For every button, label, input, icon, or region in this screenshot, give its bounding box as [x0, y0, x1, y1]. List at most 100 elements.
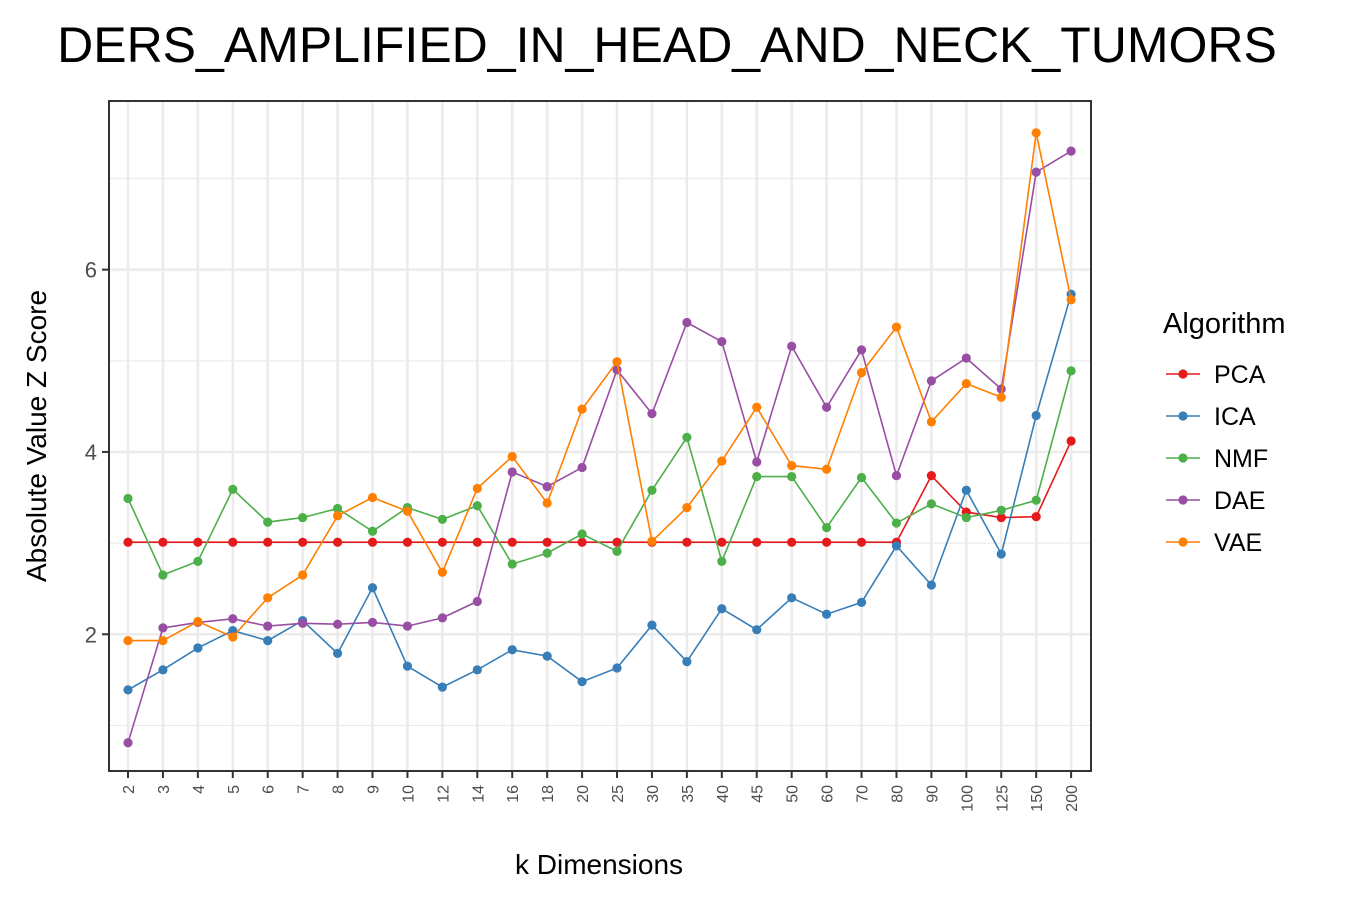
- data-point-dae: [402, 621, 413, 631]
- legend-label-ica: ICA: [1214, 403, 1256, 431]
- data-point-ica: [123, 685, 133, 695]
- data-point-dae: [263, 621, 273, 631]
- data-point-dae: [228, 614, 238, 624]
- data-point-pca: [1066, 436, 1076, 446]
- data-point-dae: [298, 618, 308, 628]
- x-axis-title: k Dimensions: [515, 849, 683, 880]
- data-point-nmf: [926, 499, 936, 509]
- legend-key-point: [1178, 537, 1188, 547]
- data-point-ica: [437, 682, 447, 692]
- data-point-pca: [437, 537, 447, 547]
- data-point-dae: [507, 467, 517, 477]
- data-point-nmf: [367, 526, 378, 536]
- data-point-pca: [1031, 512, 1041, 522]
- x-tick-label: 100: [959, 785, 976, 812]
- data-point-pca: [472, 537, 482, 547]
- x-tick-label: 6: [261, 785, 278, 794]
- data-point-ica: [961, 485, 971, 495]
- data-point-nmf: [193, 556, 203, 566]
- data-point-nmf: [856, 472, 867, 483]
- data-point-vae: [926, 417, 936, 427]
- data-point-pca: [123, 537, 133, 547]
- x-tick-label: 16: [505, 785, 522, 803]
- data-point-dae: [158, 623, 168, 633]
- data-point-vae: [717, 456, 727, 466]
- data-point-nmf: [647, 485, 657, 495]
- data-point-pca: [577, 537, 587, 547]
- data-point-ica: [193, 643, 203, 653]
- data-point-vae: [682, 502, 692, 513]
- data-point-vae: [402, 506, 413, 516]
- data-point-nmf: [752, 471, 762, 482]
- data-point-vae: [542, 498, 552, 508]
- data-point-dae: [961, 353, 971, 363]
- data-point-pca: [298, 537, 308, 547]
- data-point-ica: [507, 645, 517, 655]
- data-point-pca: [228, 537, 238, 547]
- data-point-nmf: [263, 517, 273, 527]
- x-tick-label: 20: [575, 785, 592, 803]
- chart-title: DERS_AMPLIFIED_IN_HEAD_AND_NECK_TUMORS: [57, 17, 1277, 73]
- data-point-nmf: [507, 559, 517, 569]
- data-point-vae: [961, 378, 971, 389]
- data-point-vae: [228, 632, 238, 642]
- data-point-dae: [787, 341, 797, 351]
- y-tick-label: 4: [85, 440, 97, 465]
- data-point-nmf: [787, 471, 797, 482]
- data-point-dae: [822, 402, 832, 412]
- plot-border: [108, 100, 1092, 772]
- data-point-dae: [472, 596, 482, 607]
- data-point-vae: [822, 464, 832, 474]
- data-point-pca: [926, 471, 936, 481]
- data-point-nmf: [891, 518, 902, 528]
- x-tick-label: 200: [1064, 785, 1081, 812]
- legend-key-point: [1178, 495, 1188, 505]
- x-tick-label: 5: [226, 785, 243, 794]
- data-point-nmf: [996, 505, 1006, 515]
- data-point-vae: [647, 536, 657, 546]
- x-tick-label: 45: [750, 785, 767, 803]
- legend: Algorithm PCA ICA NMF DAE VAE: [1163, 308, 1286, 557]
- data-point-nmf: [472, 501, 482, 511]
- x-tick-label: 150: [1029, 785, 1046, 812]
- data-point-nmf: [437, 514, 447, 525]
- data-point-vae: [1066, 295, 1076, 305]
- data-point-pca: [158, 537, 168, 547]
- legend-label-nmf: NMF: [1214, 445, 1268, 473]
- data-point-nmf: [332, 503, 343, 514]
- data-point-pca: [367, 537, 378, 547]
- data-point-ica: [263, 636, 273, 646]
- x-tick-label: 2: [121, 785, 138, 794]
- series-line-ica: [127, 294, 1072, 691]
- x-tick-label: 125: [994, 785, 1011, 812]
- data-point-dae: [367, 617, 378, 628]
- data-point-vae: [856, 368, 867, 378]
- data-point-nmf: [1031, 495, 1041, 505]
- data-point-vae: [891, 322, 902, 332]
- data-point-vae: [123, 636, 133, 646]
- data-point-pca: [402, 537, 413, 547]
- data-point-dae: [926, 376, 936, 386]
- data-point-pca: [507, 537, 517, 547]
- data-point-vae: [193, 616, 203, 627]
- data-point-ica: [752, 625, 762, 635]
- data-point-nmf: [612, 546, 622, 556]
- data-point-nmf: [822, 523, 832, 533]
- legend-label-vae: VAE: [1214, 529, 1262, 557]
- legend-title: Algorithm: [1163, 308, 1286, 340]
- data-point-pca: [332, 537, 343, 547]
- data-point-pca: [682, 537, 692, 547]
- legend-key-point: [1178, 369, 1188, 379]
- data-point-nmf: [228, 484, 238, 494]
- x-tick-label: 80: [889, 785, 906, 803]
- data-point-nmf: [298, 512, 308, 523]
- data-point-pca: [856, 537, 867, 547]
- data-point-dae: [647, 409, 657, 419]
- data-point-vae: [437, 567, 447, 577]
- x-tick-label: 50: [785, 785, 802, 803]
- data-point-dae: [1031, 167, 1041, 177]
- x-tick-label: 12: [435, 785, 452, 803]
- data-point-nmf: [682, 432, 692, 442]
- data-point-ica: [612, 663, 622, 673]
